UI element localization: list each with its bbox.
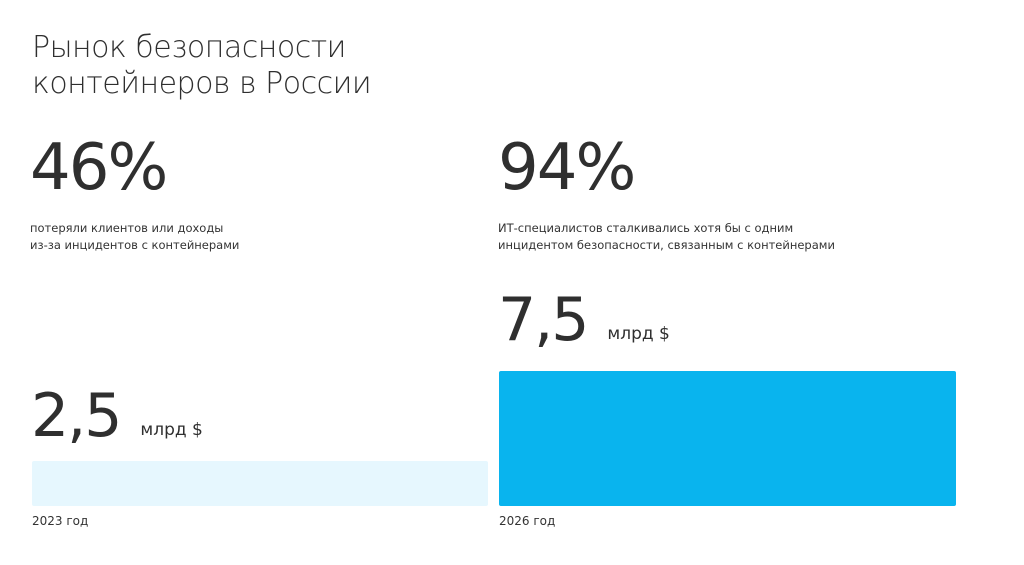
- stat-description: потеряли клиентов или доходы из-за инцид…: [30, 221, 240, 252]
- stat-value: 46%: [30, 131, 168, 205]
- stat-description: ИТ-специалистов сталкивались хотя бы с о…: [498, 221, 835, 252]
- bar-2023: [32, 461, 488, 506]
- bar-value-label-2023: 2,5 млрд $: [31, 386, 203, 446]
- page-title: Рынок безопасности контейнеров в России: [32, 30, 372, 101]
- stat-clients-lost: 46% потеряли клиентов или доходы из-за и…: [30, 136, 239, 254]
- bar-value-unit: млрд $: [140, 420, 203, 440]
- bar-2026: [499, 371, 956, 506]
- stat-it-specialists: 94% ИТ-специалистов сталкивались хотя бы…: [498, 136, 835, 254]
- bar-value-number: 7,5: [498, 285, 589, 355]
- bar-category-label-2026: 2026 год: [499, 514, 556, 528]
- bar-category-label-2023: 2023 год: [32, 514, 89, 528]
- bar-value-number: 2,5: [31, 381, 122, 451]
- bar-value-label-2026: 7,5 млрд $: [498, 290, 670, 350]
- bar-value-unit: млрд $: [607, 324, 670, 344]
- stat-value: 94%: [498, 131, 636, 205]
